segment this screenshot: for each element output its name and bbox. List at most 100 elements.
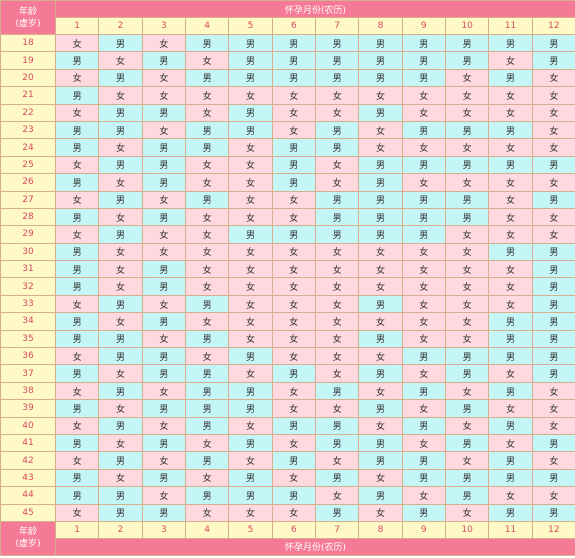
cell-girl: 女 — [98, 468, 143, 488]
footer-title-row: 怀孕月份(农历) — [1, 537, 575, 556]
cell-girl: 女 — [314, 242, 360, 262]
table-row: 23 男男女男男女男女男男男女 — [0, 120, 575, 140]
cell-boy: 男 — [488, 381, 533, 401]
cell-girl: 女 — [141, 86, 186, 105]
cell-boy: 男 — [141, 260, 186, 279]
cell-boy: 男 — [314, 468, 360, 488]
cell-girl: 女 — [444, 503, 490, 522]
cell-boy: 男 — [488, 68, 533, 88]
month-header-7: 7 — [314, 17, 360, 35]
cell-boy: 男 — [271, 33, 316, 53]
cell-boy: 男 — [141, 173, 186, 192]
cell-boy: 男 — [358, 399, 403, 418]
cell-girl: 女 — [98, 138, 143, 157]
age-label: 18 — [0, 33, 56, 53]
cell-boy: 男 — [228, 381, 273, 401]
cell-boy: 男 — [141, 277, 186, 296]
cell-boy: 男 — [54, 364, 100, 383]
cell-girl: 女 — [184, 173, 230, 192]
table-row: 27 女男女男女女男男男男女男 — [0, 190, 575, 209]
cell-girl: 女 — [358, 120, 403, 140]
cell-boy: 男 — [184, 399, 230, 418]
cell-boy: 男 — [314, 207, 360, 227]
age-label: 39 — [0, 399, 56, 418]
table-row: 37 男女男男女男女男女男女男 — [0, 364, 575, 383]
cell-boy: 男 — [314, 51, 360, 70]
cell-boy: 男 — [314, 416, 360, 435]
cell-boy: 男 — [401, 190, 446, 209]
cell-boy: 男 — [228, 120, 273, 140]
cell-boy: 男 — [488, 416, 533, 435]
cell-boy: 男 — [184, 294, 230, 314]
cell-boy: 男 — [54, 51, 100, 70]
cell-boy: 男 — [98, 294, 143, 314]
month-header-3: 3 — [141, 17, 186, 35]
cell-boy: 男 — [271, 364, 316, 383]
cell-boy: 男 — [401, 503, 446, 522]
cell-girl: 女 — [531, 103, 575, 122]
cell-girl: 女 — [98, 242, 143, 262]
cell-boy: 男 — [271, 51, 316, 70]
cell-girl: 女 — [271, 347, 316, 366]
footer-month-row: 年龄 (虚岁) 1 2 3 4 5 6 7 8 9 10 11 12 — [0, 520, 575, 556]
cell-girl: 女 — [444, 173, 490, 192]
cell-boy: 男 — [444, 433, 490, 453]
cell-boy: 男 — [531, 260, 575, 279]
footer-month-10: 10 — [444, 520, 490, 539]
cell-boy: 男 — [54, 260, 100, 279]
cell-boy: 男 — [54, 468, 100, 488]
cell-boy: 男 — [184, 120, 230, 140]
cell-girl: 女 — [488, 260, 533, 279]
cell-girl: 女 — [488, 277, 533, 296]
cell-girl: 女 — [141, 242, 186, 262]
cell-girl: 女 — [401, 433, 446, 453]
cell-boy: 男 — [228, 433, 273, 453]
month-header-1: 1 — [54, 17, 100, 35]
cell-boy: 男 — [54, 399, 100, 418]
cell-girl: 女 — [54, 294, 100, 314]
cell-girl: 女 — [444, 86, 490, 105]
cell-girl: 女 — [401, 364, 446, 383]
cell-girl: 女 — [54, 416, 100, 435]
cell-boy: 男 — [488, 33, 533, 53]
cell-girl: 女 — [488, 433, 533, 453]
month-title-header: 怀孕月份(农历) — [54, 0, 575, 18]
cell-girl: 女 — [488, 364, 533, 383]
cell-girl: 女 — [184, 51, 230, 70]
cell-girl: 女 — [271, 312, 316, 331]
age-label: 21 — [0, 86, 56, 105]
age-label: 37 — [0, 364, 56, 383]
cell-boy: 男 — [141, 399, 186, 418]
table-row: 29 女男女女男男男男男女女女 — [0, 225, 575, 244]
cell-girl: 女 — [184, 277, 230, 296]
cell-boy: 男 — [98, 486, 143, 505]
cell-girl: 女 — [401, 138, 446, 157]
cell-girl: 女 — [141, 120, 186, 140]
age-label: 22 — [0, 103, 56, 122]
cell-girl: 女 — [184, 86, 230, 105]
cell-girl: 女 — [358, 138, 403, 157]
cell-girl: 女 — [271, 120, 316, 140]
cell-girl: 女 — [531, 207, 575, 227]
cell-boy: 男 — [228, 347, 273, 366]
cell-girl: 女 — [141, 68, 186, 88]
cell-boy: 男 — [444, 486, 490, 505]
cell-boy: 男 — [141, 503, 186, 522]
cell-boy: 男 — [488, 468, 533, 488]
cell-girl: 女 — [531, 68, 575, 88]
table-row: 45 女男男女女女男女男女男男 — [0, 503, 575, 522]
cell-boy: 男 — [358, 190, 403, 209]
cell-boy: 男 — [358, 225, 403, 244]
cell-boy: 男 — [531, 242, 575, 262]
cell-boy: 男 — [358, 329, 403, 349]
cell-girl: 女 — [401, 277, 446, 296]
month-header-9: 9 — [401, 17, 446, 35]
cell-girl: 女 — [488, 294, 533, 314]
cell-boy: 男 — [228, 68, 273, 88]
cell-boy: 男 — [401, 33, 446, 53]
cell-boy: 男 — [488, 242, 533, 262]
cell-girl: 女 — [314, 347, 360, 366]
cell-boy: 男 — [401, 468, 446, 488]
cell-girl: 女 — [228, 503, 273, 522]
cell-boy: 男 — [401, 68, 446, 88]
